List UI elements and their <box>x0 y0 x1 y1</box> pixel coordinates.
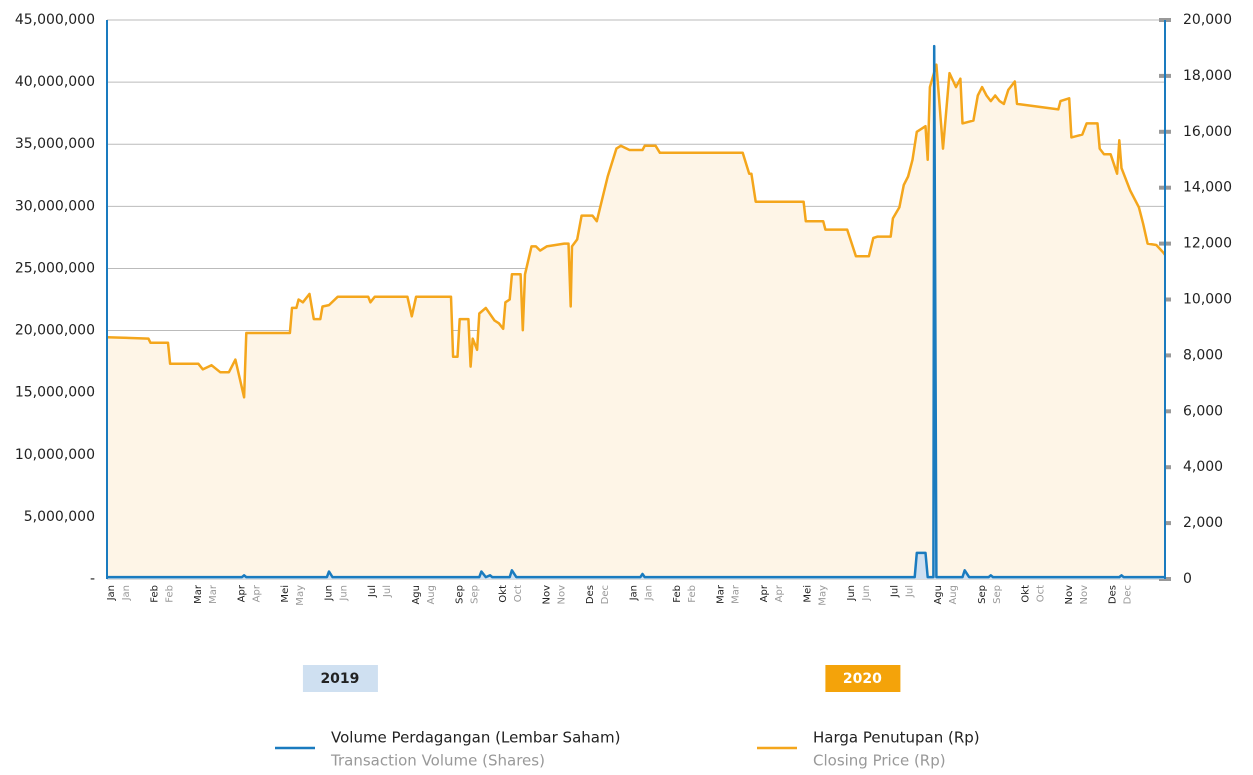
x-tick-label: Nov <box>1064 585 1075 605</box>
x-tick-label-en: Nov <box>556 585 567 605</box>
y2-tick-label: 8,000 <box>1183 347 1223 363</box>
x-tick-label-en: Aug <box>948 585 959 605</box>
x-tick-label-en: Mar <box>731 584 742 604</box>
x-tick-label: Agu <box>411 585 422 605</box>
x-tick-label-en: Oct <box>1035 585 1046 602</box>
legend-label-en: Closing Price (Rp) <box>813 752 946 770</box>
x-tick-label-en: Sep <box>469 585 480 604</box>
year-box <box>302 665 378 692</box>
x-tick-label: Jan <box>106 585 117 601</box>
x-tick-label-en: Jan <box>121 585 132 601</box>
series-line <box>107 44 1165 579</box>
y2-tick-label: 18,000 <box>1183 68 1232 84</box>
y2-tick-label: 6,000 <box>1183 403 1223 419</box>
x-tick-label-en: Apr <box>252 584 263 602</box>
x-tick-label-en: May <box>295 585 306 606</box>
x-tick-label-en: Jul <box>382 585 393 598</box>
y-tick-label: 15,000,000 <box>15 385 95 401</box>
y-tick-label: 20,000,000 <box>15 323 95 339</box>
x-tick-label: Des <box>585 585 596 604</box>
x-tick-label-en: Jul <box>905 585 916 598</box>
series-line <box>106 63 1166 399</box>
x-tick-label: Mei <box>803 585 814 603</box>
year-box <box>825 665 901 692</box>
x-tick-label: Jun <box>846 585 857 602</box>
y2-tick-label: 2,000 <box>1183 515 1223 531</box>
y-tick-label: - <box>90 571 95 587</box>
x-tick-label: Feb <box>672 585 683 603</box>
legend-label: Harga Penutupan (Rp) <box>813 729 980 747</box>
y2-tick-label: 12,000 <box>1183 236 1232 252</box>
x-tick-label-en: Dec <box>600 585 611 604</box>
x-tick-label-en: Aug <box>426 585 437 605</box>
x-tick-label: Nov <box>541 585 552 605</box>
x-tick-label: Des <box>1107 585 1118 604</box>
y-tick-label: 25,000,000 <box>15 260 95 276</box>
x-tick-label: Sep <box>454 585 465 604</box>
x-tick-label: Feb <box>150 585 161 603</box>
x-tick-label: Jul <box>367 585 378 598</box>
y2-tick-label: 16,000 <box>1183 124 1232 140</box>
x-tick-label: Okt <box>498 585 509 603</box>
x-tick-label-en: Oct <box>513 585 524 602</box>
x-tick-label: Mar <box>193 584 204 604</box>
y2-tick-label: 10,000 <box>1183 292 1232 308</box>
series-area <box>107 64 1165 579</box>
x-tick-label: Apr <box>237 584 248 602</box>
x-tick-label: Agu <box>933 585 944 605</box>
x-tick-label: Jun <box>324 585 335 602</box>
y-tick-label: 35,000,000 <box>15 136 95 152</box>
y2-tick-label: 4,000 <box>1183 459 1223 475</box>
y-tick-label: 10,000,000 <box>15 447 95 463</box>
y2-tick-label: 20,000 <box>1183 12 1232 28</box>
x-tick-label: Okt <box>1020 585 1031 603</box>
x-tick-label-en: Jun <box>339 585 350 602</box>
x-tick-label-en: Sep <box>992 585 1003 604</box>
x-tick-label-en: Jan <box>643 585 654 601</box>
x-tick-label: Jul <box>890 585 901 598</box>
y-tick-label: 45,000,000 <box>15 12 95 28</box>
x-tick-label: Jan <box>628 585 639 601</box>
y-tick-label: 5,000,000 <box>24 509 95 525</box>
x-tick-label: Mei <box>280 585 291 603</box>
year-label: 2020 <box>843 671 882 687</box>
x-tick-label: Sep <box>977 585 988 604</box>
x-tick-label-en: Apr <box>774 584 785 602</box>
y2-tick-label: 14,000 <box>1183 180 1232 196</box>
y2-tick-label: 0 <box>1183 571 1192 587</box>
x-tick-label-en: Feb <box>165 585 176 603</box>
x-tick-label-en: Dec <box>1122 585 1133 604</box>
x-tick-label-en: Feb <box>687 585 698 603</box>
year-label: 2019 <box>320 671 359 687</box>
x-tick-label: Apr <box>759 584 770 602</box>
y-tick-label: 30,000,000 <box>15 198 95 214</box>
x-tick-label-en: Nov <box>1079 585 1090 605</box>
x-tick-label-en: Jun <box>861 585 872 602</box>
x-tick-label-en: Mar <box>208 584 219 604</box>
x-tick-label-en: May <box>818 585 829 606</box>
y-tick-label: 40,000,000 <box>15 74 95 90</box>
legend-label-en: Transaction Volume (Shares) <box>330 752 545 770</box>
x-tick-label: Mar <box>716 584 727 604</box>
legend-label: Volume Perdagangan (Lembar Saham) <box>331 729 620 747</box>
